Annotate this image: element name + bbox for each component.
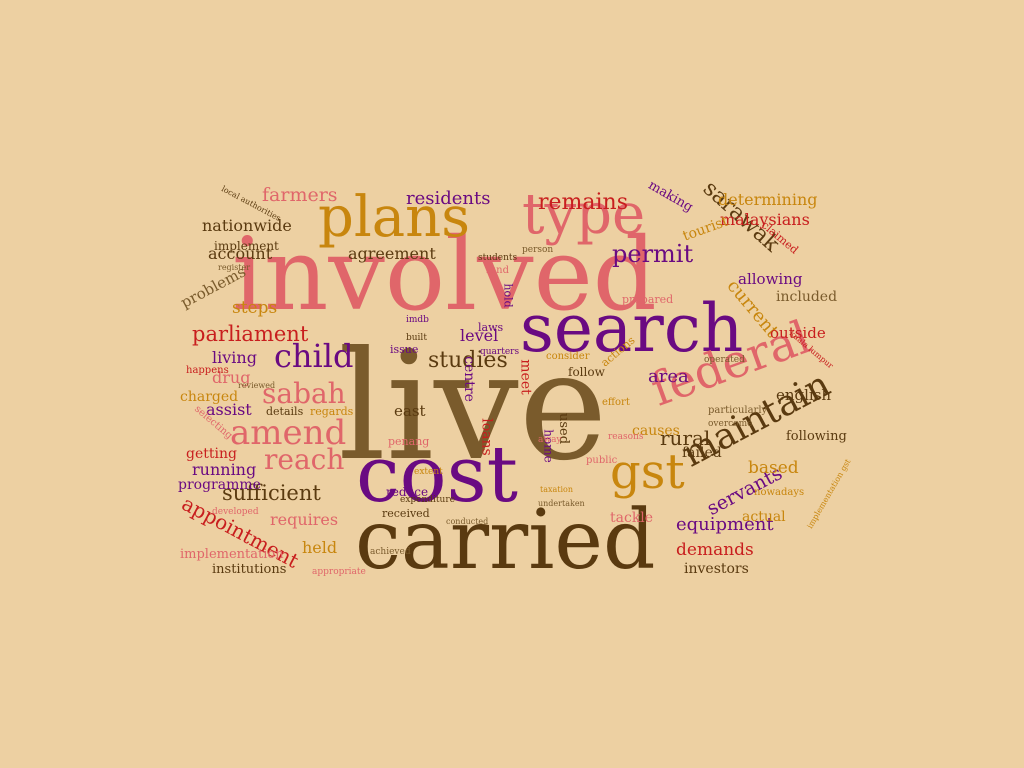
word-failed: failed [682,445,722,461]
word-undertaken: undertaken [538,499,585,508]
word-permit: permit [612,240,694,268]
word-imdb: imdb [406,315,429,325]
word-drug: drug [212,368,251,387]
word-sabah: sabah [262,377,346,410]
word-consider: consider [546,351,590,362]
word-living: living [212,348,257,367]
word-reach: reach [264,443,345,476]
word-child: child [274,337,354,375]
word-person: person [522,245,554,255]
word-east: east [394,402,426,420]
word-issue: issue [390,343,419,356]
word-account: account [208,244,273,263]
word-programme: programme [178,477,261,493]
word-area: area [648,366,689,387]
word-register: register [218,263,251,272]
word-outside: outside [770,324,826,342]
word-nowadays: nowadays [754,487,805,498]
word-type: type [522,182,646,247]
word-tackle: tackle [610,510,654,526]
word-allowing: allowing [738,270,803,288]
word-cost: cost [356,430,519,520]
word-requires: requires [270,510,339,529]
word-plans: plans [318,185,470,250]
word-reasons: reasons [608,432,644,442]
word-demands: demands [676,540,754,560]
word-level: level [460,326,499,345]
word-fund: fund [486,265,509,276]
word-institutions: institutions [212,562,287,577]
word-actual: actual [742,509,786,525]
word-assist: assist [206,400,252,419]
word-studies: studies [428,348,508,373]
word-malaysians: malaysians [720,210,810,229]
word-carried: carried [355,493,656,588]
word-getting: getting [186,446,237,462]
word-reduce: reduce [386,485,429,499]
word-parliament: parliament [192,322,309,346]
word-meet: meet [517,359,534,395]
word-centre: centre [460,356,477,402]
word-reviewed: reviewed [238,381,276,390]
word-penang: penang [388,435,430,448]
word-held: held [302,538,338,557]
word-agreement: agreement [348,244,436,263]
word-follow: follow [568,365,605,379]
word-developed: developed [212,507,259,517]
word-particularly: particularly [708,405,768,416]
word-quarters: quarters [480,347,520,357]
word-causes: causes [632,423,680,439]
word-gst: gst [610,444,685,500]
word-achieved: achieved [370,547,411,557]
word-included: included [776,289,838,305]
word-extent: extent [414,467,443,477]
word-conducted: conducted [446,517,489,526]
word-effort: effort [602,397,630,408]
word-laws: laws [478,321,504,334]
word-received: received [382,507,430,520]
word-following: following [786,429,847,444]
word-steps: steps [232,298,278,318]
word-determining: determining [718,190,818,209]
word-equipment: equipment [676,514,774,535]
word-implement: implement [214,239,279,253]
word-prepared: prepared [622,293,674,306]
word-rural: rural [660,426,711,450]
word-public: public [586,455,618,466]
word-away: away [538,435,562,445]
word-hold: hold [501,283,515,308]
word-residents: residents [406,188,491,209]
word-running: running [192,460,257,479]
word-search: search [520,290,744,367]
word-live: live [338,320,608,494]
word-nationwide: nationwide [202,216,292,235]
word-students: students [478,253,518,263]
word-regards: regards [310,405,354,418]
word-operated: operated [704,355,745,365]
word-implementation: implementation [180,547,284,562]
word-sufficient: sufficient [222,481,321,505]
word-implementation-gst: implementation gst [805,457,853,531]
word-english: english [776,386,832,404]
word-farmers: farmers [262,184,338,206]
word-appropriate: appropriate [312,567,366,577]
word-details: details [266,405,304,418]
word-investors: investors [684,561,749,577]
word-expenditure: expenditure [400,495,455,505]
word-making: making [645,177,696,216]
word-tourist: tourist [680,213,731,245]
word-remains: remains [538,190,629,215]
word-built: built [406,333,427,343]
word-based: based [748,458,799,478]
word-amend: amend [230,413,347,453]
word-charged: charged [180,389,239,405]
word-involved: involved [232,216,657,333]
word-taxation: taxation [540,485,574,494]
word-loans: loans [478,418,495,456]
word-happens: happens [186,365,229,376]
word-overcome: overcome [708,419,753,429]
